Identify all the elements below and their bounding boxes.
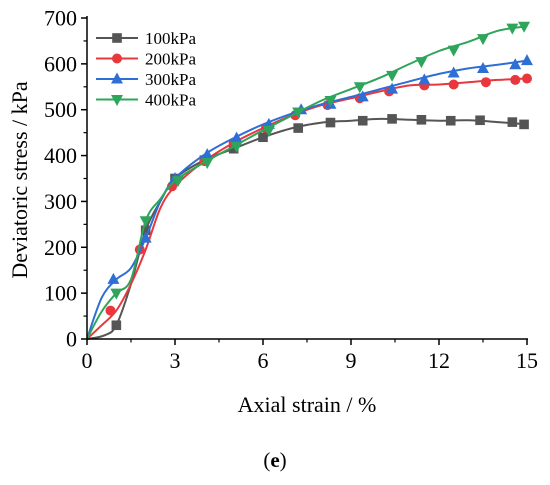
y-tick-label: 300 <box>44 189 77 214</box>
data-point-100kPa <box>357 115 368 126</box>
data-point-400kPa <box>201 157 214 169</box>
legend-label-400kPa: 400kPa <box>145 91 196 110</box>
data-point-400kPa <box>292 107 305 119</box>
data-point-100kPa <box>519 119 529 130</box>
data-point-200kPa <box>105 305 116 316</box>
axes: 0 3 6 9 12 15 0 100 200 300 400 500 600 700 <box>44 6 538 374</box>
data-point-400kPa <box>110 288 123 300</box>
y-tick-label: 0 <box>66 327 77 352</box>
data-point-400kPa <box>518 21 531 33</box>
data-point-400kPa <box>324 96 337 108</box>
data-point-300kPa <box>107 272 120 284</box>
data-point-300kPa <box>139 231 152 243</box>
caption-close: ) <box>279 448 287 472</box>
data-point-300kPa <box>356 90 369 102</box>
data-point-100kPa <box>445 115 456 126</box>
y-tick-label: 600 <box>44 51 77 76</box>
y-tick-label: 200 <box>44 235 77 260</box>
legend-marker-300kPa <box>111 72 123 84</box>
data-point-300kPa <box>477 61 489 73</box>
data-point-100kPa <box>258 132 268 143</box>
y-tick-label: 100 <box>44 281 77 306</box>
data-point-400kPa <box>506 23 519 35</box>
x-tick-label: 6 <box>258 348 269 373</box>
data-point-100kPa <box>416 115 427 125</box>
x-tick-label: 12 <box>428 348 450 373</box>
data-point-100kPa <box>293 123 303 133</box>
data-point-400kPa <box>139 216 152 228</box>
series-line-400kPa <box>86 25 528 340</box>
data-point-100kPa <box>507 117 518 127</box>
data-point-200kPa <box>480 77 491 88</box>
data-point-100kPa <box>111 320 122 331</box>
caption-open: ( <box>263 448 271 472</box>
x-axis-label: Axial strain / % <box>238 392 377 417</box>
data-point-400kPa <box>386 70 399 82</box>
data-point-300kPa <box>521 54 533 66</box>
legend-marker-100kPa <box>112 33 122 43</box>
legend-marker-200kPa <box>112 53 122 64</box>
x-tick-label: 3 <box>170 348 181 373</box>
x-tick-label: 15 <box>516 348 538 373</box>
y-tick-label: 400 <box>44 143 77 168</box>
data-point-300kPa <box>230 131 243 143</box>
y-tick-label: 700 <box>44 6 77 31</box>
caption-label: e <box>270 448 280 472</box>
data-point-400kPa <box>353 82 366 94</box>
x-tick-label: 0 <box>82 348 93 373</box>
y-tick-label: 500 <box>44 97 77 122</box>
legend-label-100kPa: 100kPa <box>145 29 196 48</box>
stress-strain-chart: 0 3 6 9 12 15 0 100 200 300 400 500 600 700 100kPa 200… <box>7 6 538 418</box>
data-point-100kPa <box>140 225 151 236</box>
data-point-400kPa <box>477 34 489 46</box>
data-point-100kPa <box>228 143 239 154</box>
series-line-300kPa <box>86 59 528 340</box>
data-point-100kPa <box>325 117 336 128</box>
legend-label-200kPa: 200kPa <box>145 50 196 69</box>
legend-marker-400kPa <box>111 95 123 106</box>
data-point-400kPa <box>230 141 243 153</box>
data-point-100kPa <box>475 115 485 126</box>
x-tick-label: 9 <box>346 348 357 373</box>
data-point-300kPa <box>418 73 431 85</box>
y-axis-label: Deviatoric stress / kPa <box>7 81 32 279</box>
legend-label-300kPa: 300kPa <box>145 70 196 89</box>
data-point-300kPa <box>386 82 399 94</box>
data-point-200kPa <box>510 74 521 85</box>
data-point-300kPa <box>509 58 522 70</box>
data-point-100kPa <box>387 114 397 124</box>
data-point-400kPa <box>262 125 275 137</box>
plot-area <box>86 21 533 340</box>
data-point-400kPa <box>171 176 184 188</box>
data-point-200kPa <box>522 73 532 84</box>
data-point-300kPa <box>447 66 460 78</box>
figure-caption: (e) <box>0 448 550 473</box>
data-point-200kPa <box>448 79 459 90</box>
data-point-400kPa <box>415 57 428 69</box>
data-point-400kPa <box>447 45 460 57</box>
data-point-300kPa <box>201 148 214 160</box>
